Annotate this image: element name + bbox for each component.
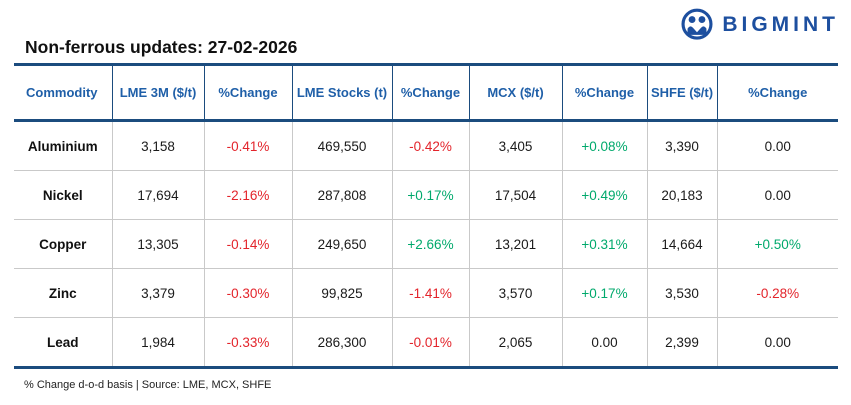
mcx-value: 2,065 (498, 334, 533, 350)
mcx-value: 17,504 (494, 187, 537, 203)
lme-3m-value: 3,158 (141, 138, 175, 154)
table-row-copper: Copper 13,305 -0.14% 249,650 +2.66% 13,2… (14, 219, 838, 269)
mcx-value: 3,405 (498, 138, 533, 154)
table-row-aluminium: Aluminium 3,158 -0.41% 469,550 -0.42% 3,… (14, 120, 838, 171)
table-row-lead: Lead 1,984 -0.33% 286,300 -0.01% 2,065 0… (14, 317, 838, 368)
lme-stocks-change: -0.01% (409, 334, 452, 350)
commodity-label: Zinc (48, 285, 77, 301)
commodity-label: Aluminium (27, 138, 98, 154)
lme-3m-change: -0.14% (226, 236, 270, 252)
lme-3m-value: 1,984 (141, 334, 175, 350)
lme-stocks-value: 249,650 (317, 236, 367, 252)
shfe-value: 3,530 (665, 285, 699, 301)
source-footnote: % Change d-o-d basis | Source: LME, MCX,… (24, 379, 272, 391)
non-ferrous-price-table: Commodity LME 3M ($/t) %Change LME Stock… (14, 63, 838, 369)
bigmint-logo: BIGMINT (679, 7, 839, 43)
lme-stocks-change: -0.42% (409, 138, 452, 154)
bigmint-wordmark: BIGMINT (722, 13, 839, 36)
header-shfe: SHFE ($/t) (646, 64, 717, 122)
lme-3m-change: -0.33% (226, 334, 270, 350)
mcx-change: +0.31% (581, 236, 628, 252)
lme-stocks-change: -1.41% (409, 285, 452, 301)
shfe-value: 20,183 (661, 187, 703, 203)
lme-stocks-value: 99,825 (321, 285, 363, 301)
header-shfe-change: %Change (716, 64, 838, 122)
table-row-nickel: Nickel 17,694 -2.16% 287,808 +0.17% 17,5… (14, 170, 838, 220)
header-mcx-change: %Change (561, 64, 647, 122)
shfe-change: 0.00 (764, 138, 791, 154)
lme-3m-value: 13,305 (137, 236, 179, 252)
mcx-value: 3,570 (498, 285, 533, 301)
lme-stocks-change: +2.66% (407, 236, 454, 252)
shfe-change: +0.50% (754, 236, 801, 252)
mcx-value: 13,201 (494, 236, 537, 252)
mcx-change: +0.17% (581, 285, 628, 301)
header-lme-3m: LME 3M ($/t) (111, 64, 204, 122)
shfe-change: 0.00 (764, 334, 791, 350)
mcx-change: +0.49% (581, 187, 628, 203)
shfe-value: 14,664 (661, 236, 703, 252)
mcx-change: +0.08% (581, 138, 628, 154)
commodity-label: Copper (39, 236, 87, 252)
lme-stocks-value: 286,300 (317, 334, 367, 350)
header-lme-stocks: LME Stocks (t) (291, 64, 392, 122)
commodity-label: Lead (46, 334, 79, 350)
lme-3m-change: -0.41% (226, 138, 270, 154)
header-lme-stocks-change: %Change (391, 64, 469, 122)
header-lme-3m-change: %Change (203, 64, 292, 122)
lme-stocks-value: 469,550 (317, 138, 367, 154)
lme-stocks-change: +0.17% (407, 187, 454, 203)
header-mcx: MCX ($/t) (468, 64, 562, 122)
lme-3m-change: -2.16% (226, 187, 270, 203)
bigmint-logo-icon (681, 8, 713, 40)
shfe-change: 0.00 (764, 187, 791, 203)
lme-3m-value: 17,694 (137, 187, 179, 203)
lme-3m-value: 3,379 (141, 285, 175, 301)
header-commodity: Commodity (14, 64, 112, 122)
table-row-zinc: Zinc 3,379 -0.30% 99,825 -1.41% 3,570 +0… (14, 268, 838, 318)
lme-3m-change: -0.30% (226, 285, 270, 301)
lme-stocks-value: 287,808 (317, 187, 367, 203)
table-header-row: Commodity LME 3M ($/t) %Change LME Stock… (14, 64, 838, 122)
commodity-label: Nickel (42, 187, 83, 203)
shfe-value: 3,390 (665, 138, 699, 154)
shfe-value: 2,399 (665, 334, 699, 350)
page-title: Non-ferrous updates: 27-02-2026 (25, 37, 298, 57)
mcx-change: 0.00 (591, 334, 618, 350)
shfe-change: -0.28% (756, 285, 800, 301)
